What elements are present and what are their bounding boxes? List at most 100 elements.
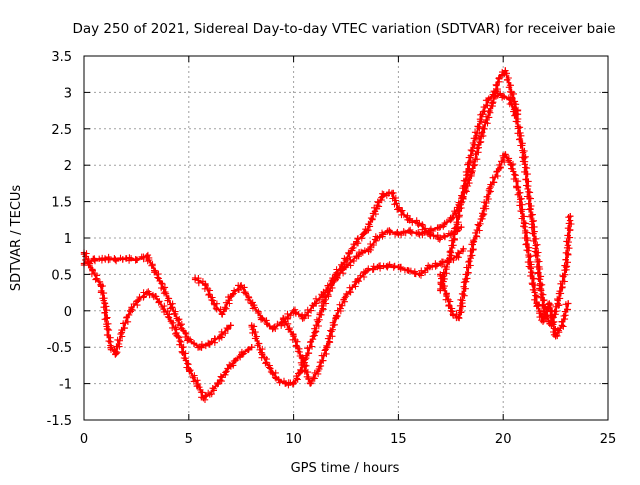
data-point (426, 263, 433, 271)
data-point (248, 300, 255, 307)
data-point (315, 365, 322, 373)
data-point (416, 271, 423, 278)
y-tick-label: -0.5 (47, 341, 72, 356)
y-tick-label: 2 (64, 159, 72, 174)
series-line (82, 251, 253, 400)
data-point (177, 322, 184, 329)
data-point (108, 344, 115, 351)
x-axis-label: GPS time / hours (291, 461, 400, 476)
data-point (384, 262, 392, 269)
data-point (468, 147, 475, 154)
data-point (196, 384, 203, 391)
data-point (502, 67, 509, 74)
x-tick-label: 20 (495, 432, 512, 447)
data-point (416, 220, 423, 227)
data-point (269, 369, 276, 376)
data-point (89, 267, 96, 274)
data-point (460, 245, 467, 253)
grid-lines (84, 56, 608, 420)
series-track-5 (279, 245, 467, 387)
data-point (248, 344, 255, 351)
data-point (311, 329, 318, 336)
data-point (307, 380, 314, 387)
y-tick-label: 1 (64, 232, 72, 247)
data-point (508, 89, 515, 96)
data-point (567, 213, 574, 220)
data-point (300, 314, 308, 322)
data-point (426, 227, 433, 234)
y-tick-label: 2.5 (51, 123, 72, 138)
data-point (565, 300, 572, 307)
data-point (374, 234, 381, 242)
data-point (143, 253, 151, 260)
data-point (374, 263, 381, 271)
data-point (290, 380, 297, 387)
data-point (342, 263, 350, 271)
data-point (191, 274, 199, 282)
data-point (202, 282, 209, 289)
data-point (219, 311, 226, 318)
data-point (101, 255, 109, 262)
data-point (468, 169, 475, 176)
y-tick-label: 1.5 (51, 196, 72, 211)
data-point (479, 213, 486, 220)
data-point (227, 293, 234, 300)
data-point (458, 223, 465, 231)
data-point (512, 111, 519, 118)
data-point (363, 227, 371, 234)
data-point (363, 267, 371, 274)
data-point (279, 314, 287, 322)
data-point (210, 300, 218, 307)
data-point (296, 369, 304, 376)
data-point (558, 322, 566, 329)
data-point (217, 376, 224, 384)
x-tick-label: 15 (390, 432, 407, 447)
series-track-1 (80, 251, 234, 351)
series-track-7 (437, 151, 572, 340)
data-point (238, 351, 245, 358)
data-point (502, 151, 509, 158)
data-point (152, 293, 159, 300)
data-point (388, 189, 396, 197)
data-point (384, 227, 392, 234)
data-point (133, 256, 140, 263)
data-point (554, 300, 561, 307)
data-point (437, 234, 444, 242)
data-point (359, 249, 366, 256)
data-point (405, 227, 413, 234)
x-tick-label: 5 (185, 432, 193, 447)
data-point (227, 362, 234, 369)
data-series (80, 67, 575, 403)
data-point (487, 183, 494, 191)
data-point (91, 256, 98, 263)
data-point (259, 314, 266, 322)
data-point (456, 314, 463, 322)
data-point (405, 267, 413, 274)
data-point (539, 318, 547, 325)
data-point (311, 300, 318, 307)
data-point (443, 293, 450, 300)
data-point (160, 285, 167, 293)
data-point (353, 278, 360, 285)
data-point (342, 293, 350, 300)
data-point (200, 395, 207, 402)
y-tick-label: 0 (64, 305, 72, 320)
data-point (118, 329, 125, 336)
data-point (380, 191, 387, 198)
chart-title: Day 250 of 2021, Sidereal Day-to-day VTE… (72, 21, 615, 37)
data-point (562, 263, 570, 271)
data-point (185, 336, 192, 344)
data-point (508, 162, 515, 169)
data-point (353, 238, 360, 245)
data-point (395, 205, 402, 213)
data-point (353, 253, 360, 260)
data-point (135, 296, 142, 304)
data-point (506, 96, 513, 103)
data-point (537, 285, 545, 293)
data-point (282, 380, 289, 387)
data-point (175, 333, 182, 340)
x-tick-label: 10 (285, 432, 302, 447)
data-point (527, 205, 534, 213)
